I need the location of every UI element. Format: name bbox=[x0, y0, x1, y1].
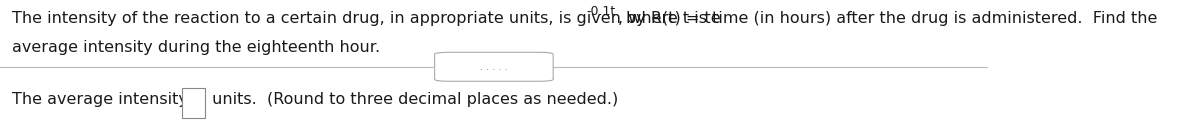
Text: The average intensity is: The average intensity is bbox=[12, 92, 211, 107]
Text: -0.1t: -0.1t bbox=[587, 5, 616, 18]
FancyBboxPatch shape bbox=[182, 88, 206, 118]
Text: . . . . .: . . . . . bbox=[481, 62, 508, 72]
Text: average intensity during the eighteenth hour.: average intensity during the eighteenth … bbox=[12, 40, 380, 55]
Text: units.  (Round to three decimal places as needed.): units. (Round to three decimal places as… bbox=[207, 92, 619, 107]
Text: , where t is time (in hours) after the drug is administered.  Find the: , where t is time (in hours) after the d… bbox=[618, 11, 1158, 26]
Text: The intensity of the reaction to a certain drug, in appropriate units, is given : The intensity of the reaction to a certa… bbox=[12, 11, 721, 26]
FancyBboxPatch shape bbox=[435, 52, 553, 81]
